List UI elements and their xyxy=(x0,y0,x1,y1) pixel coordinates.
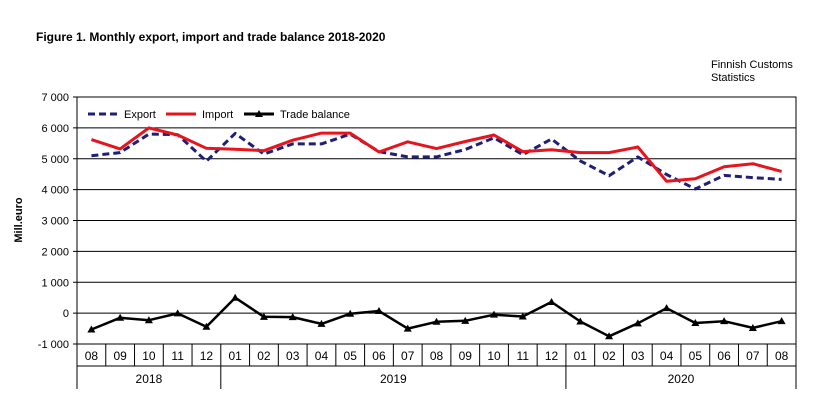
trade-balance-marker xyxy=(633,319,642,327)
trade-balance-marker xyxy=(346,309,355,317)
trade-balance-marker xyxy=(288,313,297,321)
trade-balance-marker xyxy=(231,293,240,301)
gridlines xyxy=(77,127,796,314)
series-line-export xyxy=(91,131,782,191)
trade-balance-marker xyxy=(777,317,786,325)
trade-balance-marker xyxy=(317,319,326,327)
source-note: Finnish Customs Statistics xyxy=(711,59,793,85)
x-tick-label: 04 xyxy=(315,349,329,363)
series-line-import xyxy=(90,126,782,183)
trade-balance-marker xyxy=(432,317,441,325)
x-tick-label: 03 xyxy=(631,349,645,363)
x-axis: 08 09 10 11 12 01 02 03 04 05 06 07 08 09 10 11 12 01 02 03… xyxy=(76,344,797,389)
x-tick-label: 05 xyxy=(344,349,358,363)
trade-balance-marker xyxy=(173,309,182,317)
x-tick-label: 01 xyxy=(574,349,588,363)
x-tick-label: 09 xyxy=(113,349,127,363)
x-tick-label: 04 xyxy=(660,349,674,363)
x-tick-label: 07 xyxy=(401,349,415,363)
source-line-1: Finnish Customs xyxy=(711,59,793,71)
x-tick-label: 01 xyxy=(229,349,243,363)
y-tick-label: 0 xyxy=(63,308,69,320)
trade-balance-marker xyxy=(518,312,527,320)
year-label: 2018 xyxy=(136,372,163,386)
x-tick-label: 02 xyxy=(257,349,271,363)
x-tick-label: 08 xyxy=(85,349,99,363)
y-axis-ticks: -1 000 0 1 000 2 000 3 000 4 000 5 000 6 000 7 0… xyxy=(38,92,77,351)
y-tick-label: 6 000 xyxy=(41,123,69,135)
x-tick-label: 03 xyxy=(286,349,300,363)
trade-balance-marker xyxy=(116,313,125,321)
y-tick-label: 7 000 xyxy=(41,92,69,104)
source-line-2: Statistics xyxy=(711,72,756,84)
legend: Export Import Trade balance xyxy=(88,109,350,121)
trade-balance-marker xyxy=(461,316,470,324)
x-tick-label: 05 xyxy=(689,349,703,363)
x-tick-label: 09 xyxy=(459,349,473,363)
x-tick-label: 10 xyxy=(142,349,156,363)
trade-balance-marker xyxy=(748,323,757,331)
y-tick-label: 4 000 xyxy=(41,185,69,197)
chart-title: Figure 1. Monthly export, import and tra… xyxy=(36,30,386,44)
trade-balance-marker xyxy=(259,312,268,320)
x-tick-label: 12 xyxy=(545,349,559,363)
y-tick-label: -1 000 xyxy=(38,339,69,351)
trade-balance-marker xyxy=(576,317,585,325)
legend-marker xyxy=(255,110,263,117)
x-tick-label: 11 xyxy=(517,349,530,363)
trade-balance-marker xyxy=(691,319,700,327)
trade-balance-marker xyxy=(374,306,383,314)
trade-balance-marker xyxy=(87,325,96,333)
x-tick-label: 06 xyxy=(372,349,386,363)
trade-balance-marker xyxy=(202,322,211,330)
year-label: 2020 xyxy=(668,372,695,386)
x-tick-label: 08 xyxy=(775,349,789,363)
legend-label: Export xyxy=(124,109,156,121)
y-tick-label: 3 000 xyxy=(41,216,69,228)
trade-balance-marker xyxy=(403,324,412,332)
trade-balance-marker xyxy=(605,332,614,340)
x-tick-label: 10 xyxy=(487,349,501,363)
y-tick-label: 5 000 xyxy=(41,154,69,166)
trade-balance-marker xyxy=(662,304,671,312)
x-tick-label: 06 xyxy=(717,349,731,363)
y-tick-label: 2 000 xyxy=(41,246,69,258)
trade-balance-marker xyxy=(720,317,729,325)
trade-balance-marker xyxy=(547,298,556,306)
legend-label: Trade balance xyxy=(280,109,350,121)
series-line-trade-balance xyxy=(90,296,782,338)
trade-balance-marker xyxy=(144,316,153,324)
x-tick-label: 11 xyxy=(171,349,184,363)
x-tick-label: 08 xyxy=(430,349,444,363)
series-lines xyxy=(87,126,786,340)
x-tick-label: 02 xyxy=(602,349,616,363)
y-tick-label: 1 000 xyxy=(41,277,69,289)
x-tick-label: 07 xyxy=(746,349,760,363)
x-tick-label: 12 xyxy=(200,349,214,363)
legend-label: Import xyxy=(202,109,233,121)
y-axis-title: Mill.euro xyxy=(13,197,25,243)
year-label: 2019 xyxy=(380,372,407,386)
trade-balance-marker xyxy=(490,310,499,318)
